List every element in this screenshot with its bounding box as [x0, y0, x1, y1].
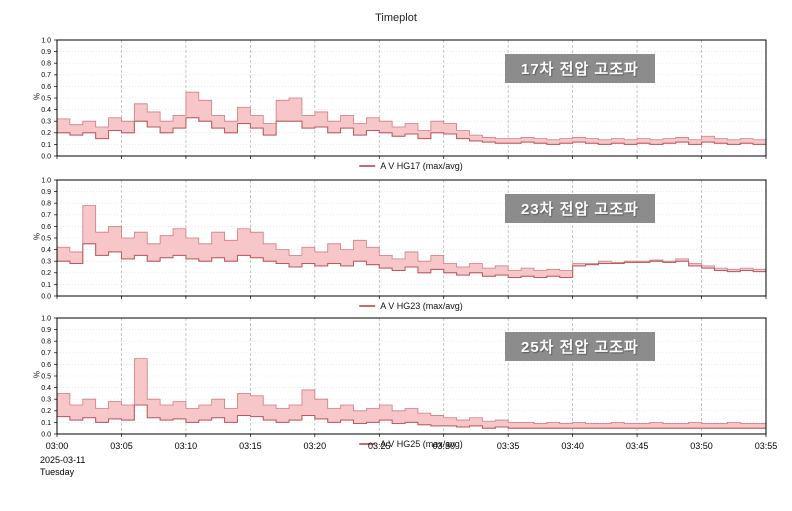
- svg-text:0.9: 0.9: [41, 49, 51, 56]
- svg-text:0.7: 0.7: [41, 72, 51, 79]
- svg-text:0.6: 0.6: [41, 84, 51, 91]
- svg-text:0.2: 0.2: [41, 270, 51, 277]
- svg-text:1.0: 1.0: [41, 177, 51, 184]
- svg-text:0.9: 0.9: [41, 189, 51, 196]
- svg-text:0.3: 0.3: [41, 397, 51, 404]
- svg-text:0.4: 0.4: [41, 385, 51, 392]
- y-axis-unit-chart2: %: [32, 232, 42, 241]
- x-tick-label: 03:55: [754, 441, 778, 451]
- svg-text:0.7: 0.7: [41, 350, 51, 357]
- legend-line-icon: [359, 165, 376, 167]
- x-tick-label: 03:15: [239, 441, 262, 451]
- svg-text:0.5: 0.5: [41, 373, 51, 380]
- legend-label: A V HG17 (max/avg): [380, 161, 463, 171]
- svg-text:0.0: 0.0: [41, 293, 51, 300]
- x-tick-label: 03:00: [45, 441, 69, 451]
- svg-text:0.7: 0.7: [41, 212, 51, 219]
- svg-text:0.5: 0.5: [41, 95, 51, 102]
- chart-label-box-hg17: 17차 전압 고조파: [505, 54, 655, 83]
- svg-text:1.0: 1.0: [41, 315, 51, 322]
- svg-text:0.1: 0.1: [41, 282, 51, 289]
- legend-label: A V HG23 (max/avg): [380, 301, 463, 311]
- y-axis-unit-chart3: %: [32, 370, 42, 379]
- x-tick-label: 03:45: [625, 441, 649, 451]
- svg-text:0.1: 0.1: [41, 420, 51, 427]
- svg-text:0.6: 0.6: [41, 224, 51, 231]
- page-title: Timeplot: [375, 12, 417, 24]
- svg-text:0.3: 0.3: [41, 119, 51, 126]
- y-axis-unit-chart1: %: [32, 92, 42, 101]
- legend-label: A V HG25 (max/avg): [380, 439, 463, 449]
- svg-text:0.2: 0.2: [41, 408, 51, 415]
- x-tick-label: 03:50: [690, 441, 713, 451]
- chart-legend-hg23: A V HG23 (max/avg): [359, 301, 463, 311]
- x-tick-label: 03:20: [303, 441, 327, 451]
- svg-text:0.4: 0.4: [41, 107, 51, 114]
- x-tick-label: 03:40: [561, 441, 584, 451]
- svg-text:0.8: 0.8: [41, 339, 51, 346]
- svg-text:0.0: 0.0: [41, 153, 51, 160]
- svg-text:0.5: 0.5: [41, 235, 51, 242]
- svg-text:0.4: 0.4: [41, 247, 51, 254]
- x-tick-label: 03:30: [432, 441, 455, 451]
- date-label: 2025-03-11: [40, 455, 86, 465]
- legend-line-icon: [359, 305, 376, 307]
- chart-label-box-hg23: 23차 전압 고조파: [505, 194, 655, 223]
- x-tick-label: 03:25: [368, 441, 391, 451]
- svg-text:0.1: 0.1: [41, 142, 51, 149]
- chart-label-box-hg25: 25차 전압 고조파: [505, 332, 655, 361]
- x-axis-date: 2025-03-11 Tuesday: [40, 454, 85, 478]
- x-tick-label: 03:35: [496, 441, 520, 451]
- svg-text:0.2: 0.2: [41, 130, 51, 137]
- chart-legend-hg25: A V HG25 (max/avg): [359, 439, 463, 449]
- x-tick-label: 03:05: [110, 441, 133, 451]
- x-tick-label: 03:10: [174, 441, 198, 451]
- svg-text:0.8: 0.8: [41, 201, 51, 208]
- svg-text:0.8: 0.8: [41, 61, 51, 68]
- svg-text:0.6: 0.6: [41, 362, 51, 369]
- weekday-label: Tuesday: [40, 467, 75, 477]
- legend-line-icon: [359, 443, 376, 445]
- svg-text:1.0: 1.0: [41, 37, 51, 44]
- svg-text:0.9: 0.9: [41, 327, 51, 334]
- svg-text:0.0: 0.0: [41, 431, 51, 438]
- chart-legend-hg17: A V HG17 (max/avg): [359, 161, 463, 171]
- svg-text:0.3: 0.3: [41, 259, 51, 266]
